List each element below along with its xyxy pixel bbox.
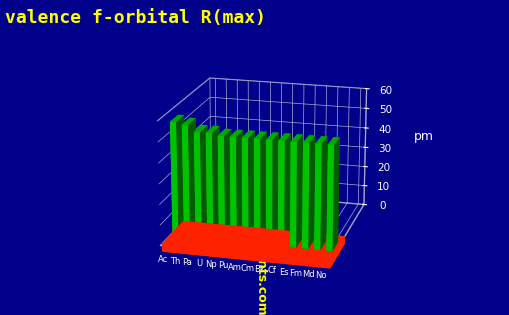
Text: valence f-orbital R(max): valence f-orbital R(max) xyxy=(5,9,266,27)
